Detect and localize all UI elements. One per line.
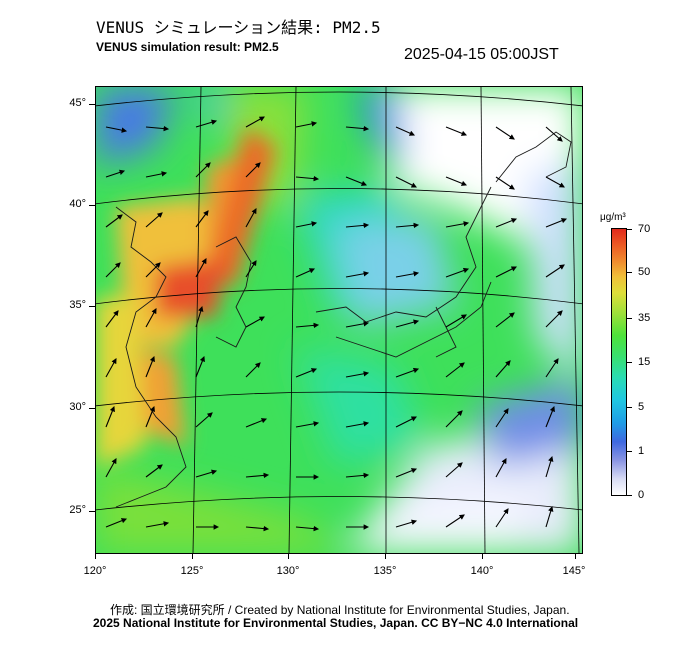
lat-tick	[89, 205, 95, 206]
lat-label-40: 40°	[69, 198, 86, 210]
lat-label-25: 25°	[69, 504, 86, 516]
license-text: 2025 National Institute for Environmenta…	[93, 616, 579, 630]
lon-label-120: 120°	[83, 565, 107, 577]
colorbar-label-15: 15	[638, 356, 651, 368]
colorbar-tick	[627, 272, 632, 273]
lon-tick	[575, 553, 576, 559]
colorbar-tick	[627, 362, 632, 363]
coastlines	[115, 131, 572, 508]
lat-label-30: 30°	[69, 401, 86, 413]
lon-label-135: 135°	[373, 565, 397, 577]
colorbar-label-50: 50	[638, 266, 651, 278]
colorbar-label-1: 1	[638, 445, 645, 457]
title-japanese: VENUS シミュレーション結果: PM2.5	[96, 18, 381, 37]
lon-label-140: 140°	[470, 565, 494, 577]
lon-tick	[288, 553, 289, 559]
lat-tick	[89, 306, 95, 307]
lon-label-125: 125°	[180, 565, 204, 577]
forecast-timestamp: 2025-04-15 05:00JST	[404, 46, 559, 63]
colorbar	[611, 228, 627, 496]
lat-tick	[89, 408, 95, 409]
colorbar-label-70: 70	[638, 223, 651, 235]
wind-vectors	[105, 116, 568, 532]
pm25-map	[95, 86, 583, 554]
lon-tick	[385, 553, 386, 559]
lon-tick	[192, 553, 193, 559]
lat-tick	[89, 104, 95, 105]
lat-label-45: 45°	[69, 97, 86, 109]
colorbar-label-5: 5	[638, 401, 645, 413]
graticule	[96, 87, 582, 553]
colorbar-unit: μg/m³	[600, 212, 626, 223]
colorbar-tick	[627, 451, 632, 452]
lon-tick	[95, 553, 96, 559]
credit-text: 作成: 国立環境研究所 / Created by National Instit…	[110, 603, 570, 617]
lat-label-35: 35°	[69, 299, 86, 311]
lon-label-145: 145°	[562, 565, 586, 577]
colorbar-label-0: 0	[638, 489, 645, 501]
lat-tick	[89, 511, 95, 512]
lon-tick	[482, 553, 483, 559]
colorbar-tick	[627, 229, 632, 230]
colorbar-label-35: 35	[638, 312, 651, 324]
colorbar-tick	[627, 495, 632, 496]
title-english: VENUS simulation result: PM2.5	[96, 40, 279, 54]
map-canvas	[96, 87, 582, 553]
lon-label-130: 130°	[276, 565, 300, 577]
colorbar-tick	[627, 407, 632, 408]
colorbar-tick	[627, 318, 632, 319]
